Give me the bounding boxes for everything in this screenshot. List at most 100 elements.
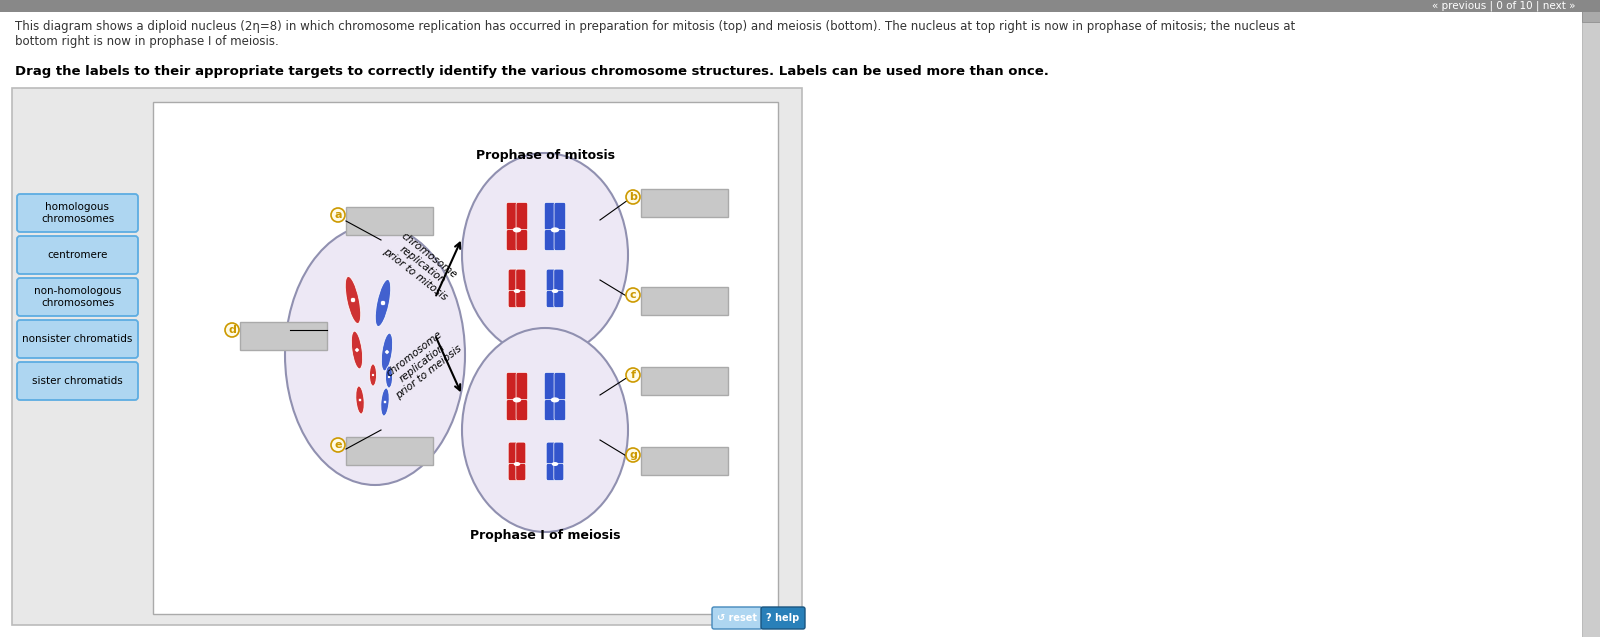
Ellipse shape (370, 364, 376, 386)
Ellipse shape (552, 462, 558, 466)
Ellipse shape (226, 323, 238, 337)
Text: chromosome
replication
prior to meiosis: chromosome replication prior to meiosis (379, 325, 464, 401)
FancyBboxPatch shape (18, 194, 138, 232)
FancyBboxPatch shape (506, 373, 518, 400)
FancyBboxPatch shape (515, 269, 526, 292)
FancyBboxPatch shape (509, 442, 518, 465)
Ellipse shape (626, 368, 640, 382)
Ellipse shape (346, 276, 360, 324)
FancyBboxPatch shape (554, 442, 563, 465)
Ellipse shape (384, 400, 387, 404)
FancyBboxPatch shape (554, 269, 563, 292)
FancyBboxPatch shape (509, 463, 518, 480)
FancyBboxPatch shape (515, 442, 526, 465)
Bar (346, 207, 434, 235)
FancyBboxPatch shape (554, 463, 563, 480)
FancyBboxPatch shape (509, 290, 518, 308)
Bar (642, 189, 728, 217)
Ellipse shape (626, 448, 640, 462)
Ellipse shape (381, 388, 389, 416)
FancyBboxPatch shape (544, 373, 555, 400)
Ellipse shape (626, 288, 640, 302)
Ellipse shape (384, 350, 389, 354)
Ellipse shape (387, 375, 390, 378)
FancyBboxPatch shape (509, 269, 518, 292)
Bar (346, 437, 434, 465)
FancyBboxPatch shape (554, 229, 566, 250)
FancyBboxPatch shape (18, 278, 138, 316)
FancyBboxPatch shape (546, 442, 557, 465)
Bar (0, 0, 1600, 12)
Ellipse shape (512, 227, 522, 233)
Text: b: b (629, 192, 637, 202)
Bar (1582, 0, 1600, 637)
FancyBboxPatch shape (506, 229, 518, 250)
FancyBboxPatch shape (544, 203, 555, 230)
Ellipse shape (552, 289, 558, 293)
Ellipse shape (355, 348, 360, 352)
FancyBboxPatch shape (762, 607, 805, 629)
Ellipse shape (350, 297, 355, 303)
Text: sister chromatids: sister chromatids (32, 376, 123, 386)
Ellipse shape (386, 366, 392, 388)
Ellipse shape (550, 397, 560, 403)
Text: centromere: centromere (48, 250, 107, 260)
FancyBboxPatch shape (18, 362, 138, 400)
FancyBboxPatch shape (18, 236, 138, 274)
Ellipse shape (352, 331, 363, 369)
FancyBboxPatch shape (712, 607, 762, 629)
Bar (154, 102, 778, 614)
Ellipse shape (358, 398, 362, 402)
Bar (13, 88, 802, 625)
FancyBboxPatch shape (517, 203, 528, 230)
Ellipse shape (514, 289, 520, 293)
Ellipse shape (462, 153, 627, 357)
Ellipse shape (355, 386, 365, 414)
Bar (1582, 0, 1600, 22)
Bar (642, 447, 728, 475)
FancyBboxPatch shape (544, 399, 555, 420)
FancyBboxPatch shape (506, 399, 518, 420)
Bar (240, 322, 326, 350)
Text: Prophase of mitosis: Prophase of mitosis (475, 148, 614, 162)
Text: ? help: ? help (766, 613, 800, 623)
Ellipse shape (285, 225, 466, 485)
Text: « previous | 0 of 10 | next »: « previous | 0 of 10 | next » (1432, 1, 1574, 11)
FancyBboxPatch shape (554, 399, 566, 420)
Ellipse shape (331, 208, 346, 222)
FancyBboxPatch shape (18, 320, 138, 358)
Ellipse shape (626, 190, 640, 204)
Ellipse shape (381, 300, 386, 306)
Ellipse shape (371, 373, 374, 376)
Ellipse shape (331, 438, 346, 452)
FancyBboxPatch shape (506, 203, 518, 230)
FancyBboxPatch shape (517, 373, 528, 400)
FancyBboxPatch shape (546, 269, 557, 292)
FancyBboxPatch shape (515, 463, 526, 480)
Text: non-homologous
chromosomes: non-homologous chromosomes (34, 286, 122, 308)
FancyBboxPatch shape (554, 290, 563, 308)
Text: e: e (334, 440, 342, 450)
FancyBboxPatch shape (554, 203, 566, 230)
Text: nonsister chromatids: nonsister chromatids (22, 334, 133, 344)
FancyBboxPatch shape (554, 373, 566, 400)
Ellipse shape (462, 328, 627, 532)
Bar (642, 287, 728, 315)
Text: This diagram shows a diploid nucleus (2η=8) in which chromosome replication has : This diagram shows a diploid nucleus (2η… (14, 20, 1296, 48)
Text: Prophase I of meiosis: Prophase I of meiosis (470, 529, 621, 541)
Text: ↺ reset: ↺ reset (717, 613, 757, 623)
Text: g: g (629, 450, 637, 460)
FancyBboxPatch shape (517, 229, 528, 250)
Text: a: a (334, 210, 342, 220)
Text: c: c (630, 290, 637, 300)
Text: f: f (630, 370, 635, 380)
Bar (642, 367, 728, 395)
Ellipse shape (550, 227, 560, 233)
Ellipse shape (514, 462, 520, 466)
Ellipse shape (512, 397, 522, 403)
Text: chromosome
replication
prior to mitosis: chromosome replication prior to mitosis (381, 228, 462, 302)
Text: Drag the labels to their appropriate targets to correctly identify the various c: Drag the labels to their appropriate tar… (14, 65, 1050, 78)
FancyBboxPatch shape (544, 229, 555, 250)
FancyBboxPatch shape (546, 290, 557, 308)
Text: d: d (229, 325, 235, 335)
